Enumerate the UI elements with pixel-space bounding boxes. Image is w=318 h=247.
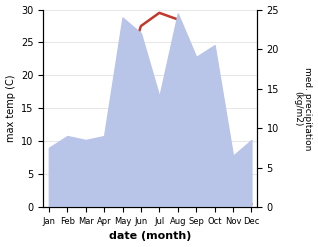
Y-axis label: med. precipitation
(kg/m2): med. precipitation (kg/m2) — [293, 67, 313, 150]
Y-axis label: max temp (C): max temp (C) — [5, 75, 16, 142]
X-axis label: date (month): date (month) — [109, 231, 191, 242]
